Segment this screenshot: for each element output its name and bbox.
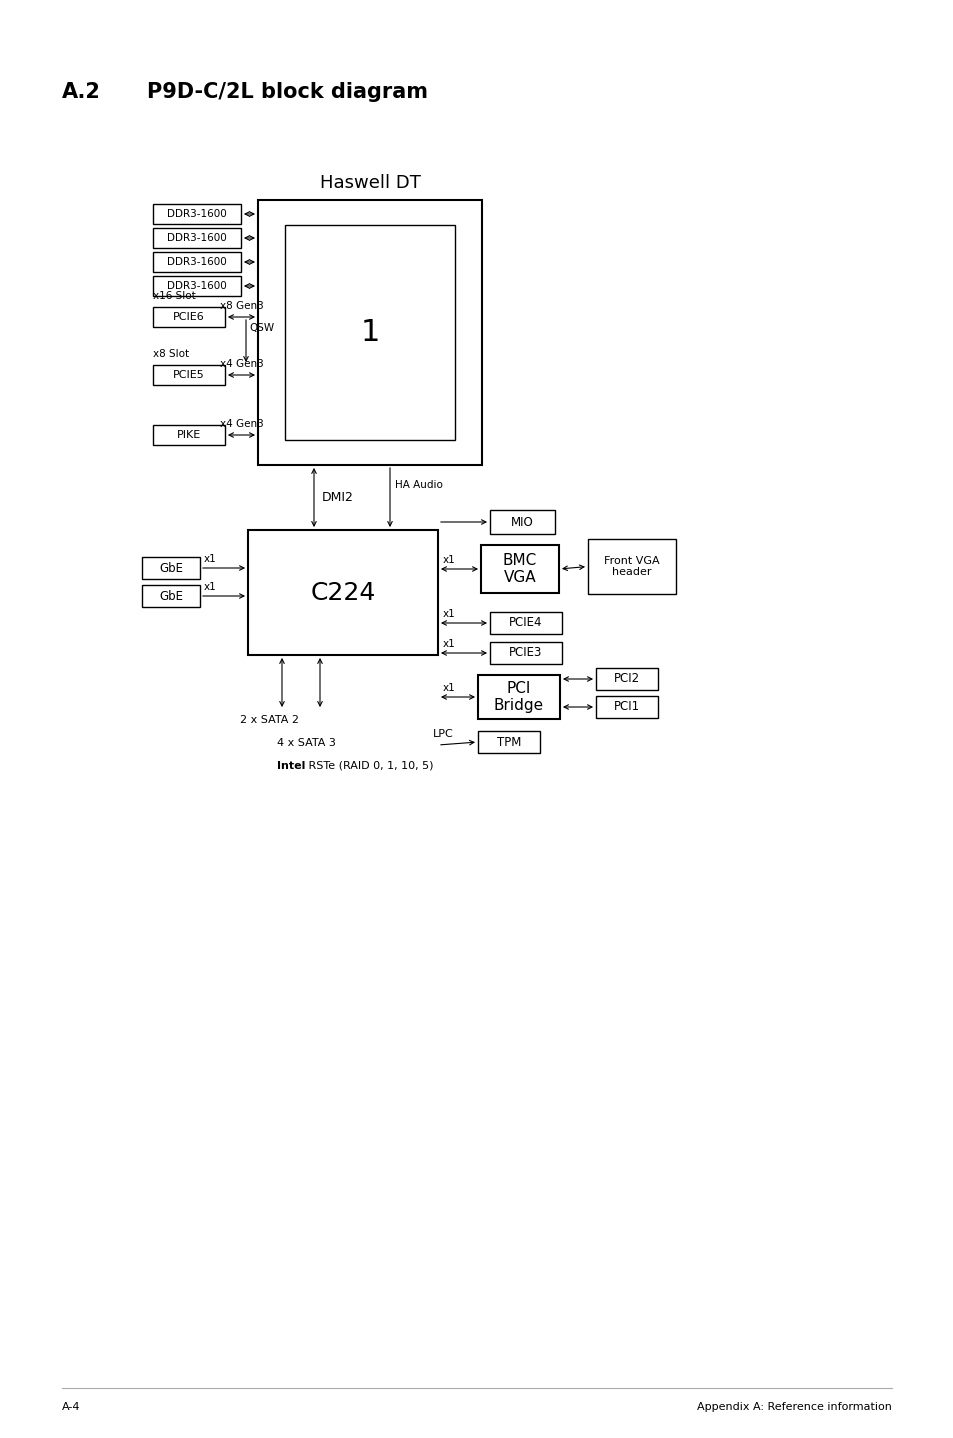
Bar xyxy=(152,276,241,296)
Text: C224: C224 xyxy=(310,581,375,604)
Text: MIO: MIO xyxy=(511,515,534,529)
Text: QSW: QSW xyxy=(249,324,274,334)
Text: x8 Slot: x8 Slot xyxy=(152,349,189,360)
Text: x8 Gen3: x8 Gen3 xyxy=(219,301,263,311)
Bar xyxy=(490,510,555,533)
Bar xyxy=(257,200,481,464)
Text: DMI2: DMI2 xyxy=(322,490,354,503)
Text: LPC: LPC xyxy=(433,729,454,739)
Text: HA Audio: HA Audio xyxy=(395,480,442,490)
Text: x1: x1 xyxy=(204,582,216,592)
Text: x1: x1 xyxy=(442,683,456,693)
Bar xyxy=(490,613,561,634)
Text: x1: x1 xyxy=(442,555,456,565)
Text: DDR3-1600: DDR3-1600 xyxy=(167,280,227,290)
Text: GbE: GbE xyxy=(159,561,183,575)
Bar xyxy=(587,539,676,594)
Bar xyxy=(285,224,455,440)
Text: x4 Gen3: x4 Gen3 xyxy=(219,418,263,429)
Text: P9D-C/2L block diagram: P9D-C/2L block diagram xyxy=(147,82,428,102)
Text: DDR3-1600: DDR3-1600 xyxy=(167,257,227,267)
Text: Intel: Intel xyxy=(276,761,305,771)
Text: PCI2: PCI2 xyxy=(614,673,639,686)
Text: PCIE6: PCIE6 xyxy=(172,312,205,322)
Text: PCIE4: PCIE4 xyxy=(509,617,542,630)
Text: PCIE5: PCIE5 xyxy=(172,370,205,380)
Bar xyxy=(480,545,558,592)
Bar xyxy=(152,306,225,326)
Bar xyxy=(596,669,658,690)
Bar xyxy=(142,585,200,607)
Text: Haswell DT: Haswell DT xyxy=(319,174,420,193)
Text: GbE: GbE xyxy=(159,590,183,603)
Bar xyxy=(477,731,539,754)
Text: PIKE: PIKE xyxy=(176,430,201,440)
Text: 1: 1 xyxy=(360,318,379,347)
Text: BMC
VGA: BMC VGA xyxy=(502,552,537,585)
Text: x1: x1 xyxy=(442,610,456,618)
Text: DDR3-1600: DDR3-1600 xyxy=(167,209,227,219)
Text: A.2: A.2 xyxy=(62,82,101,102)
Bar xyxy=(248,531,437,654)
Text: 2 x SATA 2: 2 x SATA 2 xyxy=(240,715,298,725)
Bar xyxy=(152,229,241,247)
Text: TPM: TPM xyxy=(497,735,520,749)
Bar xyxy=(490,641,561,664)
Bar xyxy=(152,252,241,272)
Bar xyxy=(152,426,225,444)
Text: x1: x1 xyxy=(204,554,216,564)
Text: x1: x1 xyxy=(442,638,456,649)
Text: PCIE3: PCIE3 xyxy=(509,647,542,660)
Text: PCI
Bridge: PCI Bridge xyxy=(494,680,543,713)
Text: Front VGA
header: Front VGA header xyxy=(603,555,659,577)
Bar xyxy=(152,204,241,224)
Text: Appendix A: Reference information: Appendix A: Reference information xyxy=(697,1402,891,1412)
Bar xyxy=(142,557,200,580)
Bar xyxy=(477,674,559,719)
Text: PCI1: PCI1 xyxy=(614,700,639,713)
Bar xyxy=(152,365,225,385)
Text: RSTe (RAID 0, 1, 10, 5): RSTe (RAID 0, 1, 10, 5) xyxy=(305,761,433,771)
Text: A-4: A-4 xyxy=(62,1402,80,1412)
Text: DDR3-1600: DDR3-1600 xyxy=(167,233,227,243)
Text: 4 x SATA 3: 4 x SATA 3 xyxy=(276,738,335,748)
Text: x4 Gen3: x4 Gen3 xyxy=(219,360,263,370)
Bar xyxy=(596,696,658,718)
Text: x16 Slot: x16 Slot xyxy=(152,290,195,301)
